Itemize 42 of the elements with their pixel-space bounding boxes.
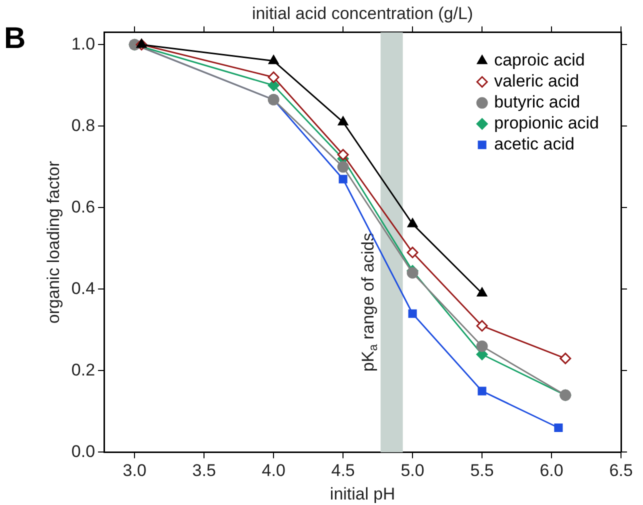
legend-label: valeric acid [494, 72, 580, 91]
point [268, 55, 279, 64]
x-tick-label: 5.5 [470, 461, 494, 480]
legend-label: propionic acid [494, 114, 600, 133]
x-tick-label: 5.0 [400, 461, 424, 480]
legend-label: caproic acid [494, 50, 585, 70]
point [338, 174, 348, 184]
x-tick-label: 6.5 [609, 461, 633, 480]
point [560, 352, 572, 364]
point [478, 386, 486, 396]
x-tick-label: 4.5 [331, 461, 355, 480]
y-tick-label: 0.2 [71, 360, 96, 380]
legend-label: butyric acid [494, 92, 580, 112]
point [408, 309, 417, 318]
x2-axis-title: initial acid concentration (g/L) [252, 4, 474, 23]
x-tick-label: 3.0 [122, 461, 146, 480]
point [337, 161, 349, 173]
y-tick-label: 0.0 [71, 442, 96, 461]
x-tick-label: 3.5 [192, 461, 216, 480]
legend-label: acetic acid [494, 134, 574, 154]
y-tick-label: 0.8 [71, 116, 96, 135]
x-tick-label: 6.0 [540, 461, 564, 480]
point [268, 71, 280, 83]
point [476, 287, 488, 296]
band-label: pKa range of acids [358, 232, 380, 372]
point [136, 38, 147, 48]
point [337, 148, 349, 160]
y-tick-label: 0.4 [71, 278, 96, 298]
point [554, 423, 563, 432]
x-axis-title: initial pH [330, 484, 396, 504]
point [338, 116, 348, 126]
point [406, 267, 418, 279]
y-axis-title: organic loading factor [44, 160, 63, 324]
point [407, 218, 418, 228]
text: B [4, 22, 26, 56]
y-tick-label: 0.6 [71, 197, 96, 216]
x-tick-label: 4.0 [262, 461, 286, 480]
point [406, 246, 418, 258]
point [476, 320, 488, 332]
point [476, 340, 488, 352]
point [268, 80, 280, 92]
y-tick-label: 1.0 [71, 34, 96, 54]
